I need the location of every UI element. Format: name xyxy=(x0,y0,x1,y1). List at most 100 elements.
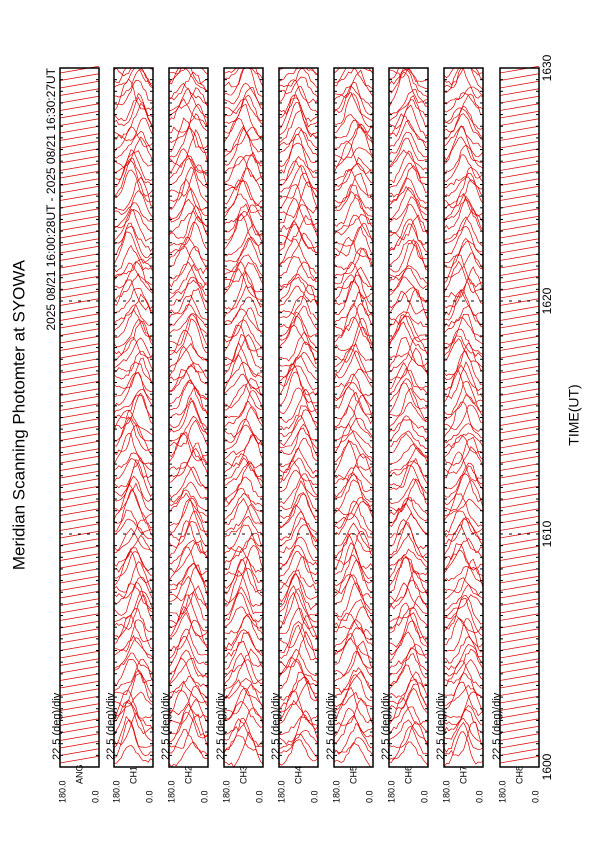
scan-trace xyxy=(113,577,154,600)
scan-trace xyxy=(333,574,374,599)
scan-trace xyxy=(113,319,154,348)
scan-trace xyxy=(59,110,100,119)
scan-trace xyxy=(59,470,100,479)
scan-trace xyxy=(388,378,429,403)
scan-trace xyxy=(499,403,540,411)
scan-trace xyxy=(443,479,484,512)
scan-trace xyxy=(168,575,209,607)
scan-trace xyxy=(443,225,484,255)
scan-trace xyxy=(333,85,374,109)
scan-trace xyxy=(168,342,209,369)
scan-trace xyxy=(388,443,429,465)
scan-trace xyxy=(388,741,429,766)
scan-trace xyxy=(168,546,209,582)
scan-trace xyxy=(59,283,100,291)
x-tick-label: 1630 xyxy=(540,54,554,81)
scan-trace xyxy=(443,316,484,338)
scan-trace xyxy=(388,518,429,550)
scan-trace xyxy=(113,69,154,98)
scan-trace xyxy=(59,358,100,366)
panel-name: CH5 xyxy=(348,766,358,784)
scan-trace xyxy=(443,660,484,689)
scan-trace xyxy=(168,431,209,462)
scan-trace xyxy=(59,230,100,239)
scan-trace xyxy=(223,592,264,623)
scan-trace xyxy=(223,333,264,369)
scan-trace xyxy=(278,238,319,274)
scan-trace xyxy=(59,335,100,344)
scan-trace xyxy=(499,688,540,696)
scan-trace xyxy=(168,388,209,419)
scan-trace xyxy=(278,160,319,190)
scan-trace xyxy=(499,470,540,479)
scan-trace xyxy=(59,718,100,726)
scan-trace xyxy=(113,483,154,520)
scan-trace xyxy=(223,568,264,604)
scan-trace xyxy=(443,465,484,490)
scan-trace xyxy=(278,624,319,661)
scan-trace xyxy=(59,523,100,531)
scan-trace xyxy=(59,650,100,659)
scan-trace xyxy=(168,128,209,168)
scan-trace xyxy=(333,326,374,364)
scan-trace xyxy=(59,740,100,749)
scan-trace xyxy=(443,304,484,328)
scan-trace xyxy=(113,304,154,332)
panel: 22.5 (deg)/div 180.0 CH6 0.0 xyxy=(380,67,429,803)
scan-trace xyxy=(223,103,264,137)
scan-trace xyxy=(278,273,319,293)
scan-trace xyxy=(113,475,154,502)
scan-trace xyxy=(59,628,100,636)
scan-trace xyxy=(443,565,484,585)
scan-trace xyxy=(278,607,319,642)
scan-trace xyxy=(388,214,429,241)
scan-trace xyxy=(278,172,319,200)
scan-trace xyxy=(333,619,374,649)
scan-trace xyxy=(113,350,154,373)
scan-trace xyxy=(223,679,264,707)
scan-trace xyxy=(168,636,209,668)
scan-trace xyxy=(333,214,374,235)
panel-name: CH7 xyxy=(458,766,468,784)
scan-trace xyxy=(278,351,319,378)
scan-trace xyxy=(388,497,429,524)
scan-trace xyxy=(443,195,484,223)
scan-trace xyxy=(278,524,319,554)
scan-trace xyxy=(278,676,319,701)
scan-trace xyxy=(168,611,209,646)
scan-trace xyxy=(443,252,484,279)
scan-trace xyxy=(443,338,484,368)
scan-trace xyxy=(223,688,264,721)
scan-trace xyxy=(113,690,154,720)
scan-trace xyxy=(59,635,100,644)
scan-trace xyxy=(499,245,540,254)
scan-trace xyxy=(59,118,100,126)
scan-trace xyxy=(113,619,154,653)
panel-name: CH2 xyxy=(183,766,193,784)
scan-trace xyxy=(333,670,374,698)
scan-trace xyxy=(223,497,264,525)
scan-trace xyxy=(223,156,264,183)
scan-trace xyxy=(278,164,319,194)
scan-trace xyxy=(443,731,484,768)
scan-trace xyxy=(223,545,264,573)
scan-trace xyxy=(333,439,374,475)
scan-trace xyxy=(333,373,374,400)
scan-trace xyxy=(113,658,154,687)
scan-trace xyxy=(499,500,540,509)
x-tick-label: 1600 xyxy=(540,753,554,780)
scan-trace xyxy=(113,293,154,325)
scan-trace xyxy=(333,302,374,334)
scan-trace xyxy=(223,424,264,452)
scan-trace xyxy=(223,154,264,174)
scan-trace xyxy=(499,665,540,674)
scan-trace xyxy=(59,95,100,104)
scan-trace xyxy=(333,248,374,278)
scan-trace xyxy=(223,700,264,728)
scan-trace xyxy=(499,230,540,239)
scan-trace xyxy=(223,285,264,319)
scan-trace xyxy=(113,226,154,252)
scan-trace xyxy=(388,606,429,630)
scan-trace xyxy=(223,204,264,226)
scan-trace xyxy=(223,373,264,397)
